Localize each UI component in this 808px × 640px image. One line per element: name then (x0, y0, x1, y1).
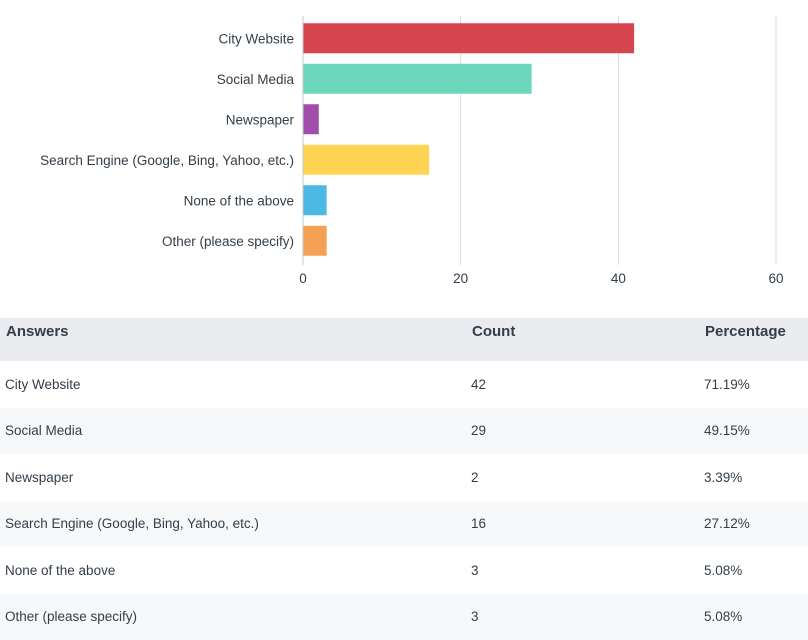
count-cell: 2 (466, 454, 699, 501)
count-cell: 3 (466, 594, 699, 640)
bar (303, 226, 327, 256)
answer-cell: Newspaper (0, 454, 466, 501)
category-label: City Website (218, 31, 294, 46)
x-tick-label: 0 (299, 271, 307, 286)
table-row: Search Engine (Google, Bing, Yahoo, etc.… (0, 501, 808, 548)
table-row: Social Media 29 49.15% (0, 408, 808, 455)
answer-cell: Other (please specify) (0, 594, 466, 640)
table-row: Newspaper 2 3.39% (0, 454, 808, 501)
bar (303, 23, 634, 53)
count-cell: 3 (466, 547, 699, 594)
count-cell: 29 (466, 408, 699, 455)
bar (303, 185, 327, 215)
table-header-row: Answers Count Percentage (0, 318, 808, 361)
answer-cell: City Website (0, 361, 466, 408)
category-label: None of the above (184, 193, 294, 208)
category-label: Search Engine (Google, Bing, Yahoo, etc.… (40, 153, 294, 168)
table-row: None of the above 3 5.08% (0, 547, 808, 594)
percentage-cell: 5.08% (699, 594, 808, 640)
x-tick-label: 60 (768, 271, 783, 286)
count-column-header: Count (466, 318, 699, 361)
table-row: City Website 42 71.19% (0, 361, 808, 408)
count-cell: 16 (466, 501, 699, 548)
answer-cell: Search Engine (Google, Bing, Yahoo, etc.… (0, 501, 466, 548)
count-cell: 42 (466, 361, 699, 408)
bar-chart: City Website Social Media Newspaper Search … (0, 0, 808, 300)
x-tick-label: 40 (611, 271, 626, 286)
category-label: Other (please specify) (162, 234, 294, 249)
category-label: Newspaper (226, 112, 295, 127)
answers-column-header: Answers (0, 318, 466, 361)
percentage-cell: 27.12% (699, 501, 808, 548)
x-tick-label: 20 (453, 271, 468, 286)
percentage-cell: 5.08% (699, 547, 808, 594)
answer-cell: None of the above (0, 547, 466, 594)
percentage-cell: 71.19% (699, 361, 808, 408)
bar (303, 64, 532, 94)
bar (303, 145, 429, 175)
answer-cell: Social Media (0, 408, 466, 455)
percentage-cell: 49.15% (699, 408, 808, 455)
table-row: Other (please specify) 3 5.08% (0, 594, 808, 640)
category-label: Social Media (217, 72, 295, 87)
results-table: Answers Count Percentage City Website 42… (0, 318, 808, 640)
percentage-cell: 3.39% (699, 454, 808, 501)
percentage-column-header: Percentage (699, 318, 808, 361)
bar (303, 104, 319, 134)
